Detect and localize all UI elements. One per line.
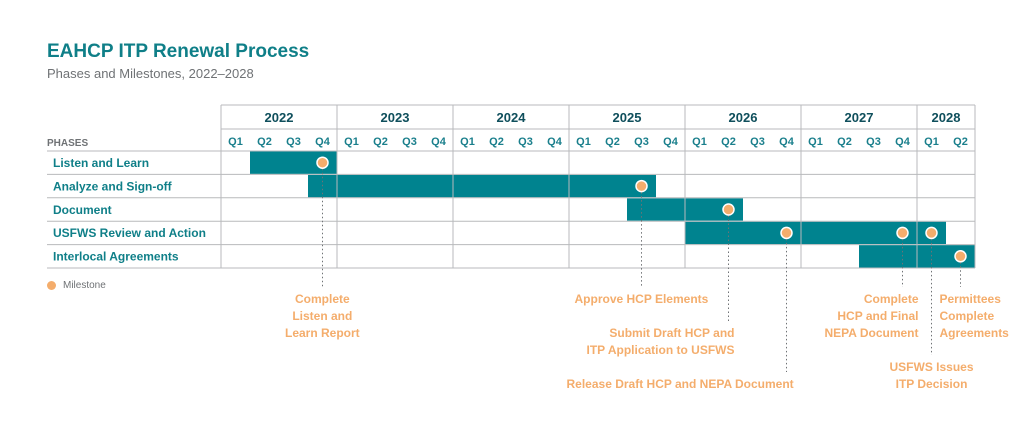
- quarter-label: Q4: [895, 136, 911, 148]
- phase-label: USFWS Review and Action: [53, 226, 206, 240]
- phase-label: Interlocal Agreements: [53, 250, 179, 264]
- quarter-label: Q3: [750, 136, 765, 148]
- quarter-label: Q2: [605, 136, 620, 148]
- quarter-label: Q3: [634, 136, 649, 148]
- legend-label: Milestone: [63, 280, 106, 291]
- milestone-marker: [316, 156, 329, 169]
- legend: Milestone: [47, 280, 106, 291]
- milestone-label-line: HCP and Final: [837, 309, 919, 323]
- quarter-label: Q4: [315, 136, 331, 148]
- phase-label: Document: [53, 203, 112, 217]
- year-label: 2022: [265, 110, 294, 125]
- phase-bar: [685, 221, 946, 245]
- quarter-label: Q2: [257, 136, 272, 148]
- milestone-label: Complete HCP and Final NEPA Document: [825, 291, 919, 342]
- milestone-label: Approve HCP Elements: [575, 291, 709, 308]
- milestone-label: Complete Listen and Learn Report: [285, 291, 360, 342]
- quarter-label: Q1: [460, 136, 475, 148]
- milestone-label-line: Complete: [295, 292, 350, 306]
- milestone-legend-icon: [47, 281, 56, 290]
- chart-subtitle: Phases and Milestones, 2022–2028: [47, 66, 254, 81]
- milestone-label-line: Release Draft HCP and NEPA Document: [566, 377, 794, 391]
- year-label: 2028: [932, 110, 961, 125]
- milestone-label-line: ITP Application to USFWS: [586, 343, 735, 357]
- milestone-label: Submit Draft HCP and ITP Application to U…: [587, 325, 735, 359]
- year-label: 2026: [729, 110, 758, 125]
- quarter-label: Q4: [663, 136, 679, 148]
- milestone-label-line: Listen and: [292, 309, 353, 323]
- milestone-label-line: NEPA Document: [824, 326, 919, 340]
- quarter-label: Q4: [779, 136, 795, 148]
- milestone-label-line: Complete: [863, 292, 919, 306]
- quarter-label: Q2: [837, 136, 852, 148]
- row-header: PHASES: [47, 138, 88, 149]
- milestone-label-line: Agreements: [939, 326, 1009, 340]
- milestone-label-line: ITP Decision: [895, 377, 968, 391]
- quarter-label: Q1: [228, 136, 243, 148]
- quarter-label: Q3: [402, 136, 417, 148]
- milestone-marker: [925, 226, 938, 240]
- phase-bar: [250, 151, 337, 174]
- chart-title: EAHCP ITP Renewal Process: [47, 41, 310, 62]
- milestone-label-line: Submit Draft HCP and: [609, 326, 735, 340]
- year-label: 2023: [381, 110, 410, 125]
- quarter-label: Q3: [518, 136, 533, 148]
- milestone-marker: [635, 179, 648, 193]
- quarter-label: Q3: [286, 136, 301, 148]
- milestone-label-line: USFWS Issues: [889, 360, 974, 374]
- milestone-marker: [896, 226, 909, 240]
- milestone-marker: [780, 226, 793, 240]
- quarter-label: Q3: [866, 136, 881, 148]
- milestone-label-line: Approve HCP Elements: [574, 292, 709, 306]
- milestone-label: USFWS Issues ITP Decision: [890, 359, 974, 393]
- quarter-label: Q1: [344, 136, 359, 148]
- milestone-label: Permittees Complete Agreements: [940, 291, 1009, 342]
- quarter-label: Q4: [431, 136, 447, 148]
- milestone-label-line: Complete: [939, 309, 995, 323]
- quarter-label: Q2: [373, 136, 388, 148]
- quarter-label: Q4: [547, 136, 563, 148]
- year-label: 2024: [497, 110, 527, 125]
- quarter-label: Q2: [489, 136, 504, 148]
- milestone-marker: [954, 250, 967, 263]
- phase-label: Analyze and Sign-off: [53, 179, 173, 193]
- milestone-label-line: Permittees: [939, 292, 1001, 306]
- quarter-label: Q1: [692, 136, 707, 148]
- quarter-label: Q1: [808, 136, 823, 148]
- quarter-label: Q2: [721, 136, 736, 148]
- milestone-label-line: Learn Report: [285, 326, 360, 340]
- phase-label: Listen and Learn: [53, 156, 149, 170]
- quarter-label: Q1: [576, 136, 591, 148]
- year-label: 2027: [845, 110, 874, 125]
- phase-bar: [308, 174, 656, 198]
- quarter-label: Q1: [924, 136, 939, 148]
- milestone-label: Release Draft HCP and NEPA Document: [567, 376, 794, 393]
- quarter-label: Q2: [953, 136, 968, 148]
- year-label: 2025: [613, 110, 642, 125]
- milestone-marker: [722, 203, 735, 216]
